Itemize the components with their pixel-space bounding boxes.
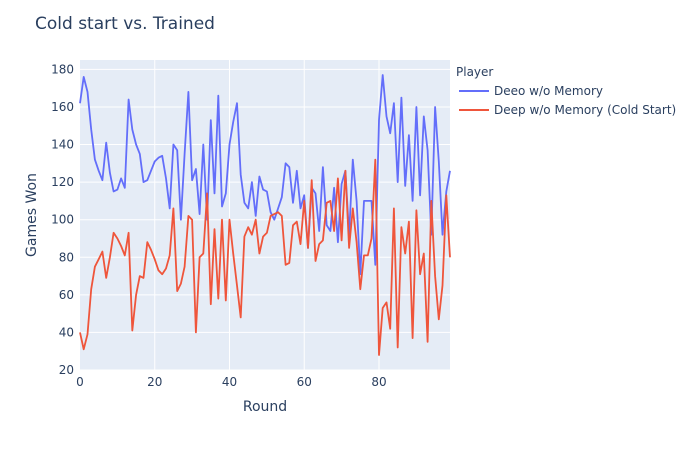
series-line-0 xyxy=(79,74,451,276)
legend[interactable]: Player Deeo w/o Memory Deep w/o Memory (C… xyxy=(456,65,676,117)
x-tick-label: 60 xyxy=(297,375,312,389)
legend-items: Deeo w/o Memory Deep w/o Memory (Cold Sta… xyxy=(459,84,676,117)
legend-item-1[interactable]: Deep w/o Memory (Cold Start) xyxy=(459,103,676,117)
y-gridlines xyxy=(80,68,450,371)
y-tick-label: 120 xyxy=(51,175,74,189)
y-tick-label: 100 xyxy=(51,213,74,227)
legend-title: Player xyxy=(456,65,493,79)
y-tick-label: 140 xyxy=(51,138,74,152)
y-tick-label: 40 xyxy=(59,325,74,339)
x-tick-label: 80 xyxy=(371,375,386,389)
y-tick-label: 20 xyxy=(59,363,74,377)
x-tick-label: 0 xyxy=(76,375,84,389)
y-tick-label: 60 xyxy=(59,288,74,302)
x-tick-labels: 0 20 40 60 80 xyxy=(76,375,386,389)
y-tick-label: 80 xyxy=(59,250,74,264)
legend-label: Deep w/o Memory (Cold Start) xyxy=(494,103,676,117)
y-tick-labels: 20 40 60 80 100 120 140 160 180 xyxy=(51,62,74,377)
legend-item-0[interactable]: Deeo w/o Memory xyxy=(459,84,603,98)
series-line-1 xyxy=(79,158,451,356)
y-tick-label: 180 xyxy=(51,62,74,76)
legend-label: Deeo w/o Memory xyxy=(494,84,603,98)
x-tick-label: 40 xyxy=(222,375,237,389)
x-axis-title: Round xyxy=(243,399,287,415)
series-lines xyxy=(79,74,451,356)
y-axis-title: Games Won xyxy=(24,173,40,257)
chart-title: Cold start vs. Trained xyxy=(35,14,215,34)
y-tick-label: 160 xyxy=(51,100,74,114)
x-tick-label: 20 xyxy=(147,375,162,389)
